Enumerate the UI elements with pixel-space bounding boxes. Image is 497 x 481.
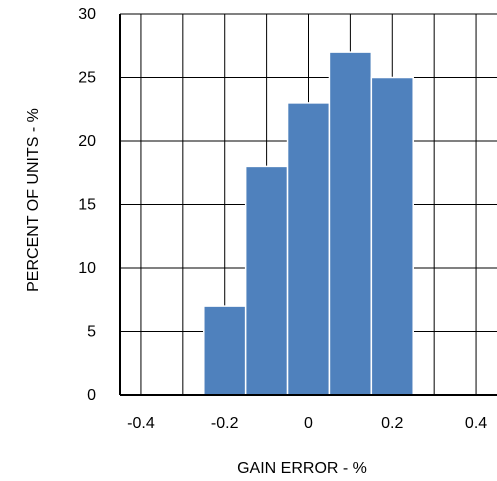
bars [203,51,414,396]
x-tick-label: 0 [304,415,313,432]
x-tick-label: 0.4 [465,415,487,432]
y-axis-title: PERCENT OF UNITS - % [25,108,42,292]
y-tick-label: 20 [78,133,96,150]
y-tick-label: 30 [78,6,96,23]
y-tick-label: 5 [87,324,96,341]
histogram-bar [286,102,331,396]
axes [119,14,497,396]
y-tick-label: 15 [78,197,96,214]
histogram-bar [370,76,414,396]
x-tick-label: -0.4 [127,415,155,432]
x-axis-title: GAIN ERROR - % [237,460,367,477]
x-tick-label: 0.2 [381,415,403,432]
x-tick-label: -0.2 [211,415,239,432]
y-tick-label: 0 [87,387,96,404]
histogram-bar [244,165,289,396]
histogram-bar [203,305,247,396]
tick-labels: 0 5 10 15 20 25 30 -0.4 -0.2 0 0.2 0.4 [78,6,487,432]
y-tick-label: 25 [78,70,96,87]
histogram-bar [328,51,373,396]
y-tick-label: 10 [78,260,96,277]
